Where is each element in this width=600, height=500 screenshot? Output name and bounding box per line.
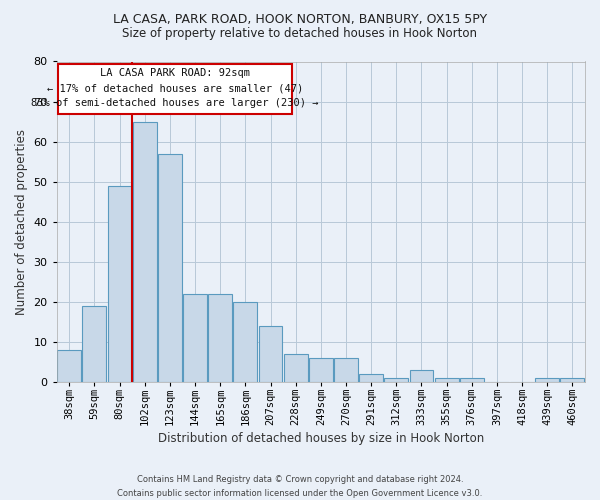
Text: 83% of semi-detached houses are larger (230) →: 83% of semi-detached houses are larger (… — [31, 98, 319, 108]
Bar — [284, 354, 308, 382]
Text: LA CASA, PARK ROAD, HOOK NORTON, BANBURY, OX15 5PY: LA CASA, PARK ROAD, HOOK NORTON, BANBURY… — [113, 12, 487, 26]
Bar — [107, 186, 131, 382]
Text: Contains HM Land Registry data © Crown copyright and database right 2024.
Contai: Contains HM Land Registry data © Crown c… — [118, 476, 482, 498]
FancyBboxPatch shape — [58, 64, 292, 114]
Bar — [434, 378, 458, 382]
Bar — [259, 326, 283, 382]
Bar — [410, 370, 433, 382]
Bar — [535, 378, 559, 382]
Bar — [158, 154, 182, 382]
X-axis label: Distribution of detached houses by size in Hook Norton: Distribution of detached houses by size … — [158, 432, 484, 445]
Bar — [82, 306, 106, 382]
Bar — [233, 302, 257, 382]
Bar — [359, 374, 383, 382]
Bar — [309, 358, 333, 382]
Bar — [560, 378, 584, 382]
Bar — [133, 122, 157, 382]
Text: Size of property relative to detached houses in Hook Norton: Size of property relative to detached ho… — [122, 28, 478, 40]
Text: LA CASA PARK ROAD: 92sqm: LA CASA PARK ROAD: 92sqm — [100, 68, 250, 78]
Bar — [58, 350, 81, 382]
Bar — [208, 294, 232, 382]
Y-axis label: Number of detached properties: Number of detached properties — [15, 128, 28, 315]
Bar — [334, 358, 358, 382]
Bar — [183, 294, 207, 382]
Bar — [385, 378, 408, 382]
Text: ← 17% of detached houses are smaller (47): ← 17% of detached houses are smaller (47… — [47, 84, 303, 94]
Bar — [460, 378, 484, 382]
